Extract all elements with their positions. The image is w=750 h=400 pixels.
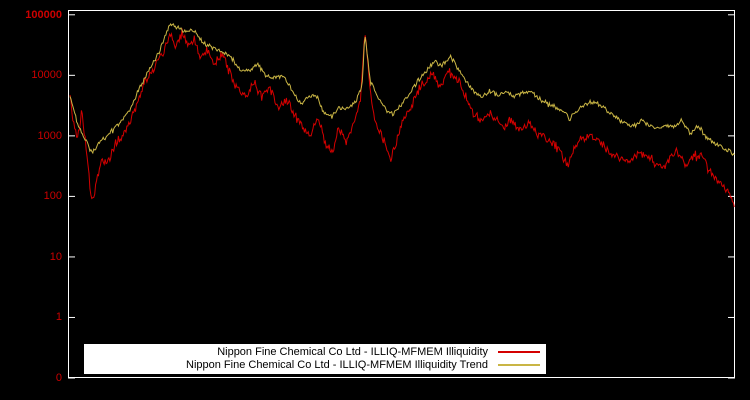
y-tick-label: 100 [43, 190, 62, 203]
legend-row-illiquidity: Nippon Fine Chemical Co Ltd - ILLIQ-MFME… [90, 346, 540, 358]
y-tick-label: 100000 [25, 8, 62, 21]
y-tick-label: 1 [55, 311, 62, 324]
legend-row-trend: Nippon Fine Chemical Co Ltd - ILLIQ-MFME… [90, 359, 540, 371]
plot-frame [68, 10, 735, 378]
series-line-illiquidity [69, 28, 735, 208]
legend-label-trend: Nippon Fine Chemical Co Ltd - ILLIQ-MFME… [186, 359, 488, 371]
y-tick-label: 10000 [31, 69, 62, 82]
legend-line-sample-illiquidity [498, 351, 540, 353]
series-line-trend [69, 23, 735, 157]
legend-line-sample-trend [498, 364, 540, 366]
legend: Nippon Fine Chemical Co Ltd - ILLIQ-MFME… [84, 344, 546, 374]
y-tick-label: 1000 [37, 129, 62, 142]
legend-label-illiquidity: Nippon Fine Chemical Co Ltd - ILLIQ-MFME… [217, 346, 488, 358]
y-tick-label: 10 [49, 250, 62, 263]
y-tick-label: 0 [55, 372, 62, 384]
